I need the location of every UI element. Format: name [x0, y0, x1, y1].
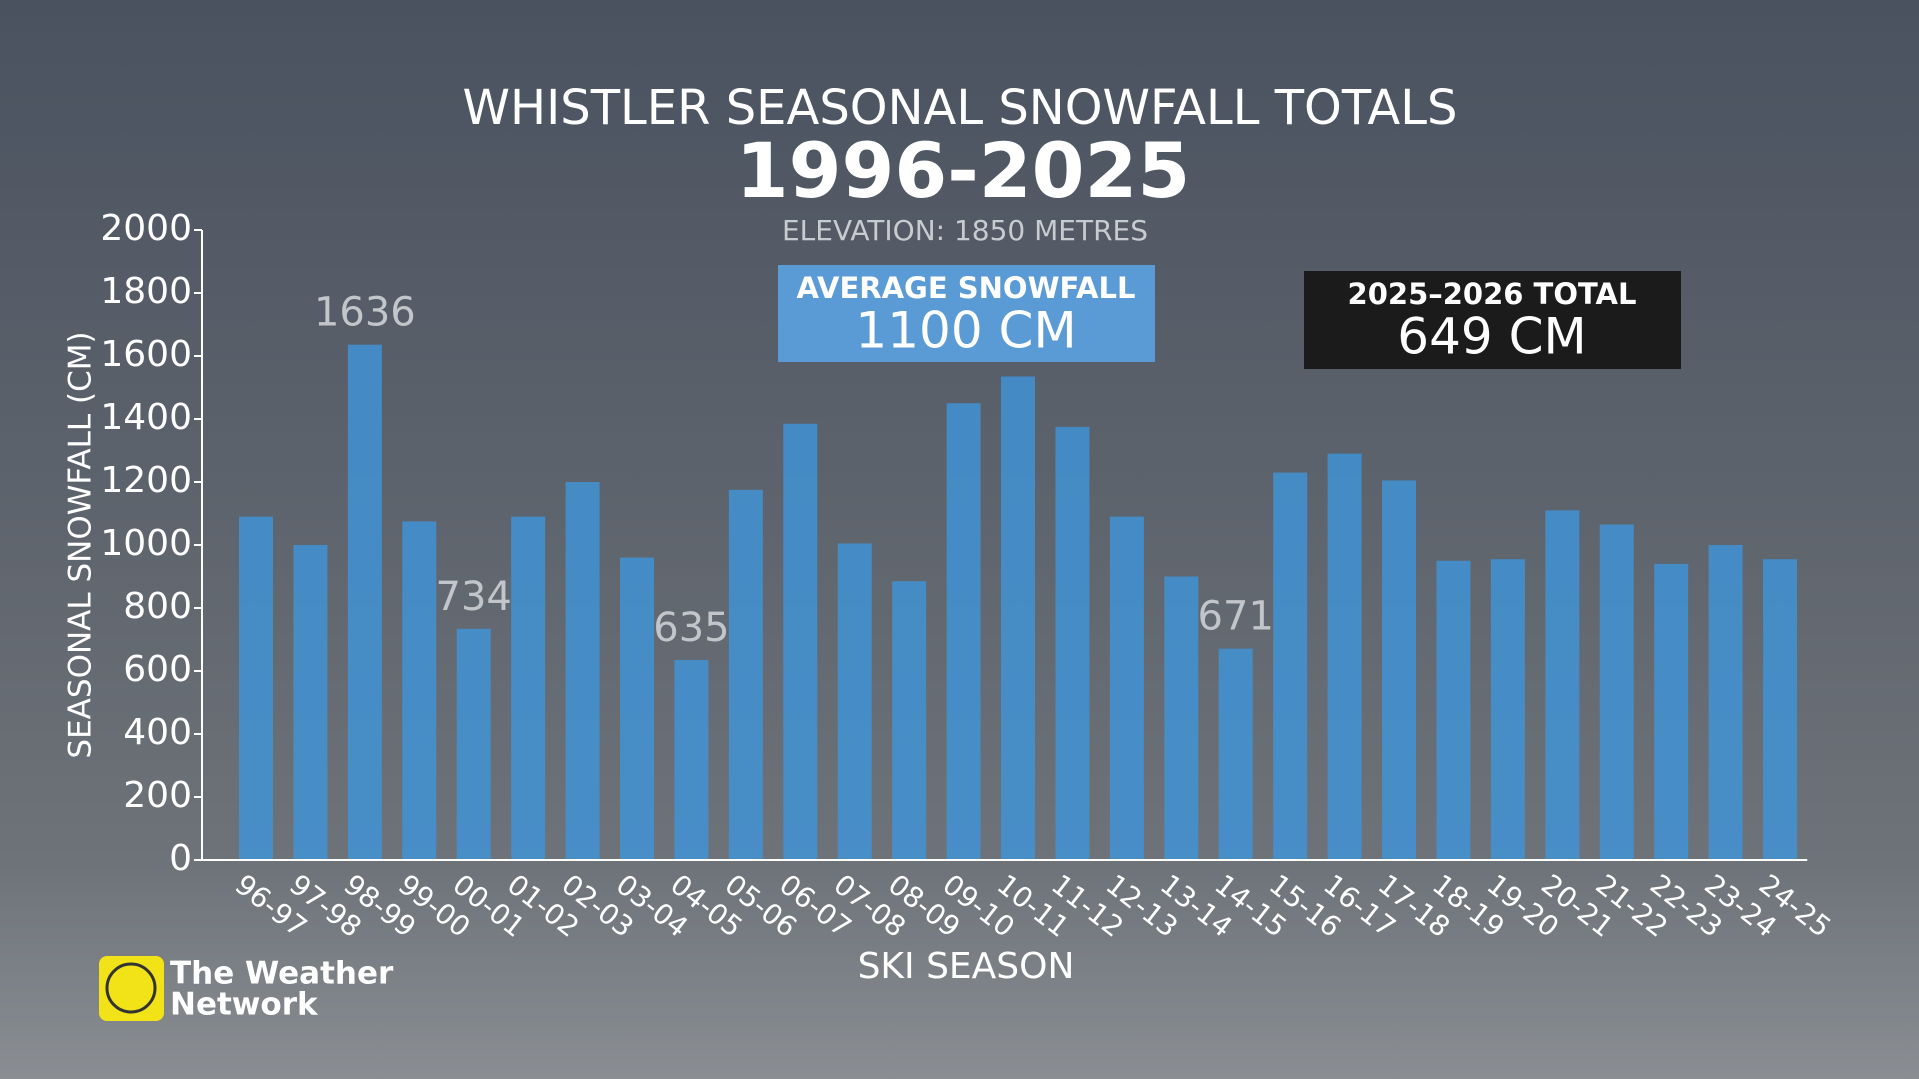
average-box — [778, 265, 1155, 362]
logo: The Weather Network — [99, 956, 394, 1023]
y-tick-label: 800 — [123, 586, 192, 627]
total-value: 649 CM — [1397, 308, 1586, 366]
bar — [565, 482, 600, 860]
bar — [1708, 545, 1743, 860]
average-value: 1100 CM — [855, 302, 1076, 360]
bar — [620, 557, 655, 860]
chart-title: WHISTLER SEASONAL SNOWFALL TOTALS — [463, 80, 1458, 136]
bar — [402, 521, 437, 860]
y-axis-label: SEASONAL SNOWFALL (CM) — [63, 331, 99, 758]
bar — [837, 543, 872, 860]
y-tick-label: 200 — [123, 775, 192, 816]
bar — [1763, 559, 1798, 860]
bar — [1273, 472, 1308, 860]
bar — [892, 581, 927, 860]
y-tick-label: 1000 — [100, 523, 192, 564]
value-label: 635 — [653, 605, 729, 651]
bar — [347, 344, 382, 860]
value-label: 734 — [436, 574, 512, 620]
average-title: AVERAGE SNOWFALL — [797, 271, 1136, 305]
y-tick-label: 600 — [123, 649, 192, 690]
logo-globe — [105, 962, 157, 1014]
bar — [1055, 426, 1090, 860]
bar — [1436, 560, 1471, 860]
bar — [728, 489, 763, 860]
y-tick-label: 400 — [123, 712, 192, 753]
y-tick-label: 1600 — [100, 334, 192, 375]
logo-text: The Weather — [170, 956, 394, 992]
bar — [1164, 576, 1199, 860]
bar — [674, 659, 709, 860]
logo-text: Network — [170, 987, 319, 1023]
bar — [239, 516, 273, 860]
chart-subtitle: 1996-2025 — [736, 126, 1191, 215]
bar — [1490, 559, 1525, 860]
bar — [293, 545, 328, 860]
bar — [946, 403, 981, 860]
bar — [511, 516, 546, 860]
y-tick-label: 1200 — [100, 460, 192, 501]
total-box — [1304, 271, 1681, 369]
y-tick-label: 2000 — [100, 208, 192, 249]
bar — [1327, 453, 1362, 860]
bar — [1218, 648, 1253, 860]
total-title: 2025–2026 TOTAL — [1348, 277, 1637, 311]
value-label: 1636 — [314, 290, 416, 336]
y-tick-label: 1400 — [100, 397, 192, 438]
bar — [1599, 524, 1634, 860]
bar — [783, 423, 818, 860]
y-tick-label: 0 — [169, 838, 192, 879]
bar — [456, 628, 491, 860]
bar — [1654, 563, 1689, 860]
x-axis-label: SKI SEASON — [858, 946, 1075, 987]
bar — [1545, 510, 1580, 860]
bar — [1001, 376, 1036, 860]
elevation-note: ELEVATION: 1850 METRES — [782, 214, 1148, 247]
value-label: 671 — [1198, 594, 1274, 640]
bar — [1382, 480, 1417, 860]
y-tick-label: 1800 — [100, 271, 192, 312]
bar — [1109, 516, 1144, 860]
